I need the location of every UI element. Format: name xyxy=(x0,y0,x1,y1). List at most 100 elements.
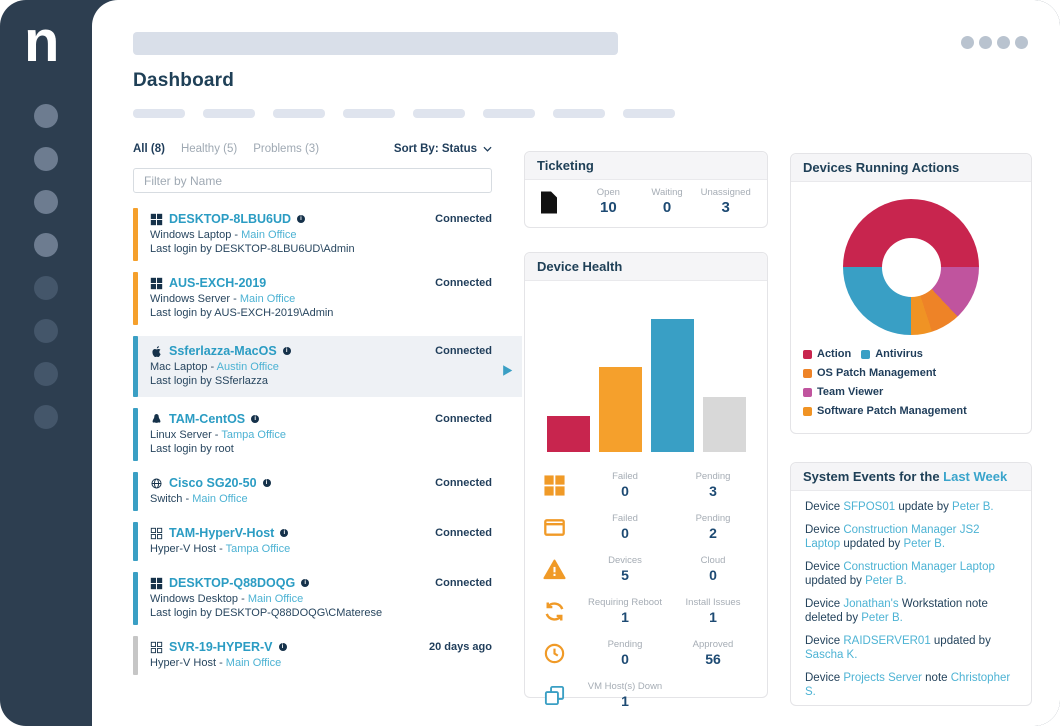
info-icon[interactable]: i xyxy=(251,415,260,423)
office-link[interactable]: Main Office xyxy=(247,593,304,605)
device-name-row: Cisco SG20-50 i xyxy=(150,475,492,491)
device-card[interactable]: Cisco SG20-50 i Connected Switch - Main Off… xyxy=(133,472,522,511)
office-link[interactable]: Main Office xyxy=(192,493,248,505)
info-icon[interactable]: i xyxy=(301,579,310,587)
info-icon[interactable]: i xyxy=(280,529,289,537)
stat-value: 0 xyxy=(709,566,717,583)
sidebar-nav-dot[interactable] xyxy=(34,362,58,386)
device-card[interactable]: TAM-CentOS i Connected Linux Server - Tampa… xyxy=(133,408,522,461)
stat-label: Failed xyxy=(612,512,638,524)
sidebar-nav-dot[interactable] xyxy=(34,233,58,257)
ticketing-panel: Ticketing Open 10 Waiting 0 Unassigned 3 xyxy=(524,151,768,228)
event-link[interactable]: Construction Manager Laptop xyxy=(843,560,995,573)
device-name-row: DESKTOP-Q88DOQG i xyxy=(150,575,492,591)
device-health-stat: Requiring Reboot 1 xyxy=(581,597,669,626)
window-control-dot[interactable] xyxy=(961,36,974,49)
legend-label: Antivirus xyxy=(875,348,923,360)
device-filter-tab[interactable]: Problems (3) xyxy=(253,143,320,155)
device-name-link[interactable]: TAM-HyperV-Host xyxy=(169,526,275,540)
event-link[interactable]: Peter B. xyxy=(865,575,907,587)
last-week-link[interactable]: Last Week xyxy=(943,469,1008,484)
event-link[interactable]: Peter B. xyxy=(861,612,903,624)
stat-value: 1 xyxy=(621,608,629,625)
office-link[interactable]: Tampa Office xyxy=(225,543,291,555)
play-icon[interactable] xyxy=(501,364,514,377)
event-link[interactable]: Sascha K. xyxy=(805,649,858,661)
sidebar-nav-dot[interactable] xyxy=(34,190,58,214)
device-connection-status: Connected xyxy=(435,213,492,225)
event-link[interactable]: Jonathan's xyxy=(843,597,899,610)
system-events-panel-title: System Events for the Last Week xyxy=(791,463,1031,491)
device-name-link[interactable]: AUS-EXCH-2019 xyxy=(169,276,267,290)
filter-by-name-input[interactable] xyxy=(133,168,492,193)
system-event: Device Construction Manager Laptop updat… xyxy=(805,560,1017,589)
device-card[interactable]: Ssferlazza-MacOS i Connected Mac Laptop - A… xyxy=(133,336,522,397)
device-status-bar xyxy=(133,636,138,675)
stat-label: Install Issues xyxy=(685,596,741,608)
device-status-bar xyxy=(133,336,138,397)
device-card[interactable]: SVR-19-HYPER-V i 20 days ago Hyper-V Host -… xyxy=(133,636,522,675)
sidebar-nav-dot[interactable] xyxy=(34,319,58,343)
device-filter-tab[interactable]: All (8) xyxy=(133,143,165,155)
device-name-link[interactable]: DESKTOP-8LBU6UD xyxy=(169,212,292,226)
running-actions-legend: Action Antivirus OS Patch Management Team V… xyxy=(803,348,1023,417)
sidebar-nav-dot[interactable] xyxy=(34,405,58,429)
office-link[interactable]: Austin Office xyxy=(216,361,279,373)
device-type-location: Windows Server - Main Office xyxy=(150,292,492,306)
device-health-bar-chart xyxy=(545,306,747,452)
stat-value: 0 xyxy=(662,199,672,216)
event-link[interactable]: Peter B. xyxy=(903,538,946,550)
device-name-link[interactable]: DESKTOP-Q88DOQG xyxy=(169,576,296,590)
device-name-link[interactable]: Cisco SG20-50 xyxy=(169,476,257,490)
info-icon[interactable]: i xyxy=(297,215,306,223)
legend-item: Action xyxy=(803,348,851,360)
device-name-link[interactable]: SVR-19-HYPER-V xyxy=(169,640,273,654)
info-icon[interactable]: i xyxy=(282,347,291,355)
event-link[interactable]: Peter B. xyxy=(952,501,994,513)
hyperv-icon xyxy=(150,527,163,540)
device-health-stats: Failed 0 Pending 3 Failed 0 Pending 2 Devices 5 Cl… xyxy=(525,466,767,714)
device-name-link[interactable]: Ssferlazza-MacOS xyxy=(169,344,277,358)
device-health-row: Pending 0 Approved 56 xyxy=(525,634,767,672)
device-health-panel-title: Device Health xyxy=(525,253,767,281)
office-link[interactable]: Main Office xyxy=(225,657,282,669)
event-link[interactable]: Christopher S. xyxy=(805,671,1011,699)
device-health-row: Devices 5 Cloud 0 xyxy=(525,550,767,588)
window-control-dot[interactable] xyxy=(997,36,1010,49)
device-card[interactable]: DESKTOP-Q88DOQG i Connected Windows Desktop… xyxy=(133,572,522,625)
info-icon[interactable]: i xyxy=(278,643,287,651)
event-link[interactable]: Construction Manager JS2 Laptop xyxy=(805,523,980,551)
breadcrumb-placeholders xyxy=(133,109,675,118)
clock-icon xyxy=(543,642,566,665)
sidebar-nav-dot[interactable] xyxy=(34,276,58,300)
device-type-location: Mac Laptop - Austin Office xyxy=(150,360,492,374)
device-health-stat: Cloud 0 xyxy=(669,555,757,584)
office-link[interactable]: Main Office xyxy=(239,293,296,305)
office-link[interactable]: Main Office xyxy=(241,229,297,241)
device-type-text: Switch - xyxy=(150,493,193,505)
device-name-row: DESKTOP-8LBU6UD i xyxy=(150,211,492,227)
device-connection-status: 20 days ago xyxy=(429,641,492,653)
event-link[interactable]: RAIDSERVER01 xyxy=(843,634,931,647)
device-card[interactable]: TAM-HyperV-Host i Connected Hyper-V Host - … xyxy=(133,522,522,561)
device-connection-status: Connected xyxy=(435,527,492,539)
event-link[interactable]: SFPOS01 xyxy=(843,501,896,513)
stat-label: Devices xyxy=(608,554,642,566)
event-link[interactable]: Projects Server xyxy=(843,671,922,684)
device-card[interactable]: AUS-EXCH-2019 Connected Windows Server - M… xyxy=(133,272,522,325)
sort-by-dropdown[interactable]: Sort By: Status xyxy=(394,143,492,155)
sidebar-nav-dot[interactable] xyxy=(34,147,58,171)
device-status-bar xyxy=(133,208,138,261)
window-control-dot[interactable] xyxy=(979,36,992,49)
device-name-link[interactable]: TAM-CentOS xyxy=(169,412,246,426)
info-icon[interactable]: i xyxy=(262,479,271,487)
office-link[interactable]: Tampa Office xyxy=(221,429,286,441)
sidebar-nav-dot[interactable] xyxy=(34,104,58,128)
window-control-dot[interactable] xyxy=(1015,36,1028,49)
linux-icon xyxy=(150,413,163,426)
device-last-login: Last login by DESKTOP-8LBU6UD\Admin xyxy=(150,243,355,255)
device-card[interactable]: DESKTOP-8LBU6UD i Connected Windows Laptop … xyxy=(133,208,522,261)
legend-label: OS Patch Management xyxy=(817,367,937,379)
device-filter-tab[interactable]: Healthy (5) xyxy=(180,143,238,155)
